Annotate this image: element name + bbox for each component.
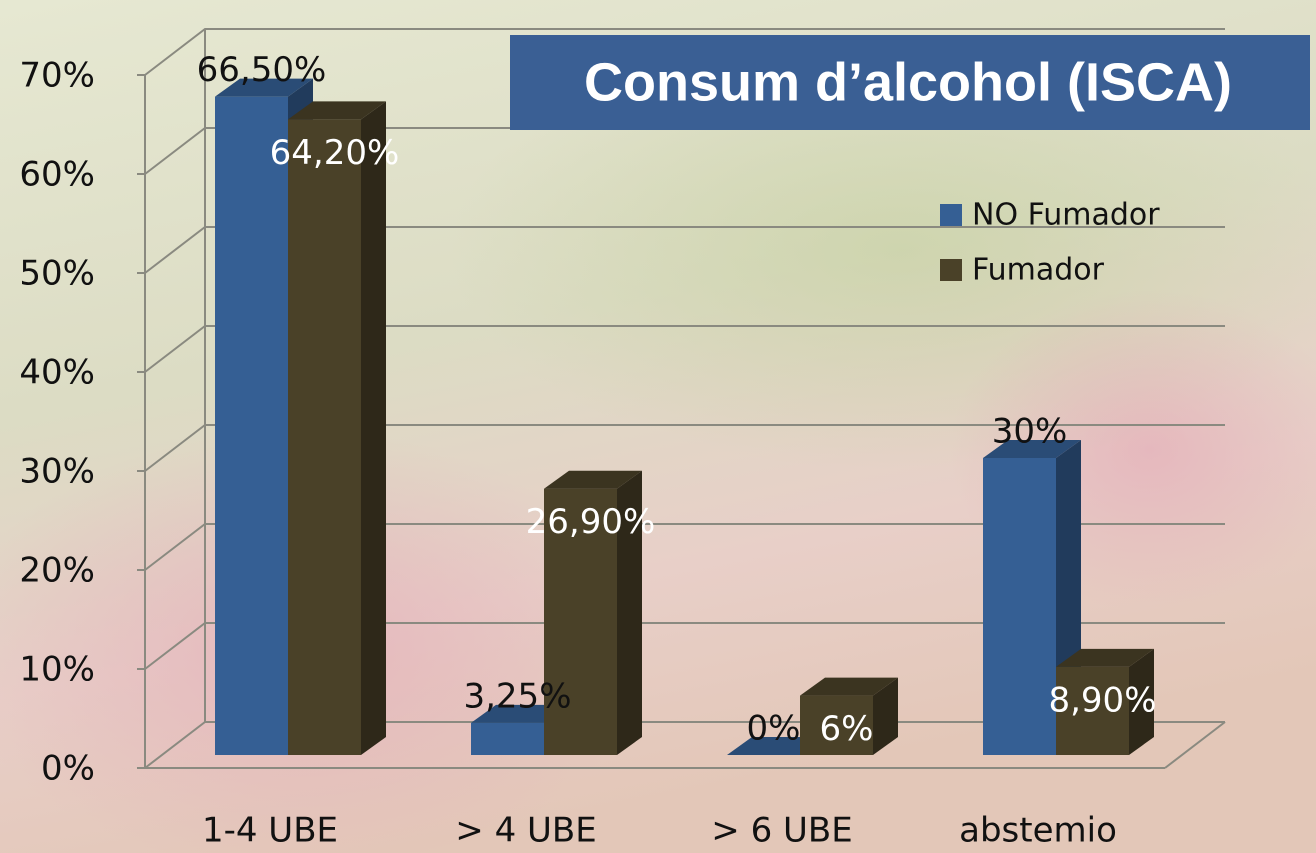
bar-top xyxy=(544,470,642,489)
bar-front xyxy=(471,722,544,755)
x-tick-label: abstemio xyxy=(959,811,1117,851)
data-label: 66,50% xyxy=(197,50,327,90)
title-box xyxy=(510,35,1310,130)
bars: 66,50% 64,20% 3,25% 26,90% 0% 6% 30% 8,90% xyxy=(197,50,1157,756)
grid-line xyxy=(144,226,1225,274)
data-label: 6% xyxy=(820,709,874,749)
bar-front xyxy=(288,119,361,756)
bar-top xyxy=(215,78,313,97)
legend-swatch xyxy=(940,204,962,226)
bar-top xyxy=(983,440,1081,458)
bar xyxy=(1056,648,1154,755)
y-tick-label: 20% xyxy=(19,551,95,591)
bar-front xyxy=(983,458,1056,755)
y-tick-label: 70% xyxy=(19,56,95,96)
data-label: 64,20% xyxy=(270,133,400,173)
y-tick-label: 60% xyxy=(19,155,95,195)
legend-label: Fumador xyxy=(972,253,1105,288)
bar-top xyxy=(288,101,386,120)
bar-front xyxy=(800,695,873,755)
bar-side xyxy=(1129,648,1154,755)
y-tick-label: 40% xyxy=(19,353,95,393)
bar xyxy=(288,101,386,756)
grid-line xyxy=(144,325,1225,373)
bar-front xyxy=(215,96,288,755)
x-tick-label: > 4 UBE xyxy=(455,811,596,851)
data-label: 8,90% xyxy=(1048,680,1156,720)
data-label: 3,25% xyxy=(463,676,571,716)
bar xyxy=(800,677,898,755)
x-tick-label: > 6 UBE xyxy=(711,811,852,851)
grid-line xyxy=(144,622,1225,670)
x-tick-label: 1-4 UBE xyxy=(202,811,338,851)
y-tick-label: 30% xyxy=(19,452,95,492)
legend-swatch xyxy=(940,259,962,281)
y-tick-label: 0% xyxy=(41,749,95,789)
legend: NO Fumador Fumador xyxy=(940,198,1160,288)
bar xyxy=(544,470,642,755)
bar-front xyxy=(1056,666,1129,755)
data-label: 26,90% xyxy=(526,502,656,542)
data-label: 30% xyxy=(992,412,1068,452)
bar-top xyxy=(800,677,898,696)
bar-front xyxy=(544,488,617,755)
data-label: 0% xyxy=(747,709,801,749)
bar-side xyxy=(617,470,642,755)
legend-label: NO Fumador xyxy=(972,198,1160,233)
grid-line xyxy=(144,424,1225,472)
grid-line xyxy=(144,28,1225,76)
bar-top xyxy=(1056,648,1154,667)
y-tick-label: 50% xyxy=(19,254,95,294)
bar-side xyxy=(873,677,898,755)
floor-edge xyxy=(1164,721,1226,769)
y-tick-label: 10% xyxy=(19,650,95,690)
grid-line xyxy=(144,523,1225,571)
bar-side xyxy=(361,101,386,756)
chart-title: Consum d’alcohol (ISCA) xyxy=(584,52,1232,112)
